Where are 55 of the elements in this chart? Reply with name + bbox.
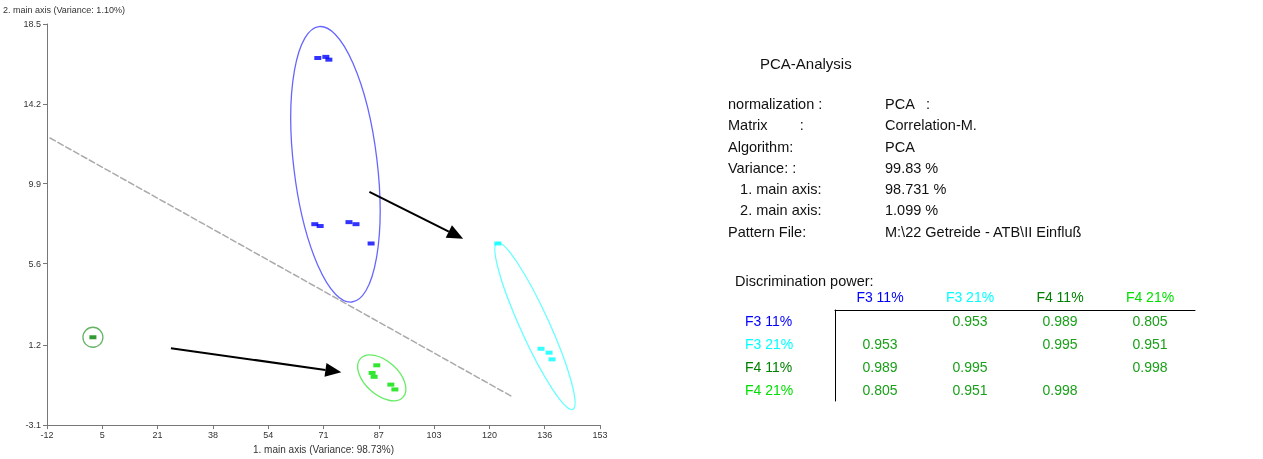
x-tick-label: F3 21% (945, 289, 995, 305)
y-tick-label: 9.9 (28, 178, 41, 189)
text: 1. main axis: (739, 180, 823, 200)
y-tick-label: F3 21% (745, 336, 794, 353)
x-tick-label: 153 (592, 429, 608, 440)
x-tick-label: 54 (263, 429, 274, 440)
x-tick-label: F4 11% (1036, 289, 1084, 305)
x-tick-label: 21 (152, 429, 163, 440)
x-tick-label: 71 (318, 429, 329, 440)
text: Pattern File: (728, 222, 808, 242)
x-tick-label: 103 (426, 429, 442, 440)
text: PCA : (885, 95, 932, 114)
text: M:\22 Getreide - ATB\II Einfluß (885, 222, 1083, 242)
y-tick-label: 1.2 (28, 340, 41, 351)
y-tick-label: F3 11% (745, 313, 793, 330)
text: PCA-Analysis (760, 55, 853, 72)
data-label: 0.951 (952, 381, 988, 398)
text: 99.83 % (885, 158, 940, 178)
data-label: 0.953 (862, 336, 898, 353)
text: 98.731 % (885, 180, 948, 200)
y-tick-label: F4 21% (745, 381, 794, 398)
data-label: 0.805 (862, 381, 898, 398)
x-tick-label: F4 21% (1125, 289, 1175, 305)
text: 2. main axis: (739, 201, 823, 221)
data-label: 0.989 (862, 358, 898, 375)
data-label: 0.998 (1042, 381, 1078, 398)
x-tick-label: 87 (373, 429, 384, 440)
y-tick-label: 14.2 (23, 98, 41, 109)
x-tick-label: 136 (537, 429, 553, 440)
y-tick-label: F4 11% (745, 358, 793, 375)
data-label: 0.805 (1132, 313, 1168, 330)
data-label: 0.998 (1132, 358, 1168, 375)
text: normalization : (728, 95, 824, 114)
data-label: 0.953 (952, 313, 988, 330)
y-axis-title: 2. main axis (Variance: 1.10%) (3, 4, 125, 15)
text: PCA (885, 137, 916, 157)
x-tick-label: 120 (481, 429, 497, 440)
chart-title: Discrimination power: (735, 272, 874, 289)
x-tick-label: F3 11% (856, 289, 904, 305)
data-label: 0.995 (952, 358, 988, 375)
data-label: 0.951 (1132, 336, 1168, 353)
x-tick-label: 38 (207, 429, 218, 440)
text: Algorithm: (728, 137, 795, 157)
data-label: 0.995 (1042, 336, 1078, 353)
x-axis-title: 1. main axis (Variance: 98.73%) (253, 443, 394, 455)
text: 1.099 % (885, 201, 940, 221)
text: Correlation-M. (885, 116, 978, 136)
x-tick-label: 5 (99, 429, 105, 440)
text: Variance: : (728, 158, 798, 178)
x-tick-label: -12 (40, 429, 54, 440)
data-label: 0.989 (1042, 313, 1078, 330)
y-tick-label: 18.5 (23, 19, 41, 29)
y-tick-label: 5.6 (28, 258, 41, 269)
y-tick-label: -3.1 (25, 420, 41, 431)
text: Matrix : (728, 116, 805, 136)
